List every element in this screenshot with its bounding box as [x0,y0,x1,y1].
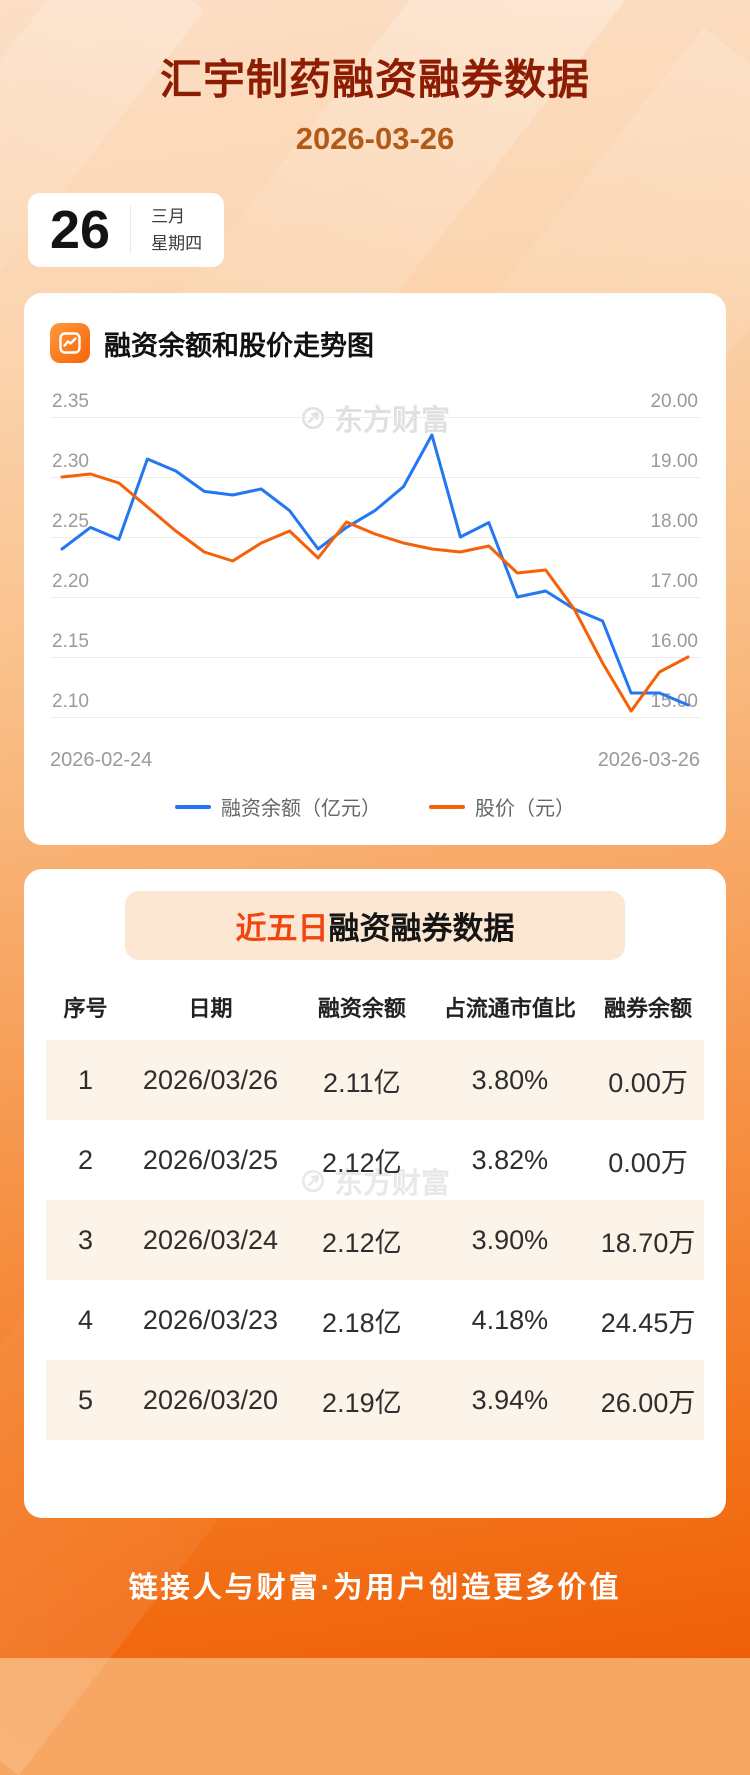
watermark-logo-icon [301,407,325,430]
table-header-row: 序号 日期 融资余额 占流通市值比 融券余额 [46,976,704,1040]
right-axis-tick-label: 19.00 [650,451,698,473]
header-date: 2026-03-26 [295,121,455,156]
chart-card: 融资余额和股价走势图 东方财富 2.35 20.00 2.30 19.00 2.25 18… [24,293,726,846]
table-cell: 2.11亿 [323,1067,401,1098]
table-title-highlight: 近五日 [235,911,329,947]
legend-label: 融资余额（亿元） [221,798,381,821]
table-cell: 2.18亿 [322,1307,402,1338]
chart-card-header: 融资余额和股价走势图 [50,323,700,364]
table-cell: 2026/03/23 [142,1304,279,1335]
right-axis-tick-label: 15.00 [650,691,698,713]
legend-swatch [175,804,211,809]
table-watermark: 东方财富 [300,1160,450,1202]
column-header: 融资余额 [317,996,406,1022]
series-line-right [60,472,690,713]
table-cell: 2026/03/25 [142,1144,279,1175]
table-cell: 4 [77,1304,93,1335]
footer-slogan: 链接人与财富·为用户创造更多价值 [128,1572,622,1605]
chart-gridline [50,657,700,659]
table-row: 4 2026/03/23 2.18亿 4.18% 24.45万 [46,1280,704,1360]
table-cell: 26.00万 [600,1387,696,1418]
left-axis-tick-label: 2.35 [52,391,89,413]
table-row: 1 2026/03/26 2.11亿 3.80% 0.00万 [46,1040,704,1121]
chart-gridline [50,417,700,419]
chart-gridline [50,597,700,599]
table-cell: 2 [77,1144,93,1175]
table-cell: 2026/03/20 [142,1384,279,1415]
x-axis-labels: 2026-02-24 2026-03-26 [50,749,700,772]
chart-lines [60,433,690,713]
left-axis-tick-label: 2.20 [52,571,89,593]
date-card-weekday: 星期四 [151,234,203,254]
page-title: 汇宇制药融资融券数据 [159,56,590,103]
x-axis-end-label: 2026-03-26 [597,749,700,772]
watermark-logo-icon [301,1169,325,1192]
table-cell: 3 [77,1224,93,1255]
legend-swatch [429,804,465,809]
table-cell: 1 [77,1064,93,1095]
margin-data-table: 序号 日期 融资余额 占流通市值比 融券余额 1 2026/03/26 2.11亿 3.80%… [46,976,704,1441]
chart-title: 融资余额和股价走势图 [104,330,374,361]
legend-label: 股价（元） [475,798,575,821]
content: 汇宇制药融资融券数据 2026-03-26 26 三月 星期四 融资余额和股价走… [24,56,726,1605]
chart-gridline [50,537,700,539]
table-title: 近五日融资融券数据 [125,891,625,961]
table-cell: 2.12亿 [322,1227,402,1258]
left-axis-tick-label: 2.25 [52,511,89,533]
table-title-rest: 融资融券数据 [328,911,515,947]
series-line-left [60,433,690,707]
table-cell: 5 [77,1384,93,1415]
table-cell: 3.94% [471,1384,549,1415]
column-header: 序号 [63,996,108,1022]
table-cell: 4.18% [471,1304,549,1335]
table-cell: 0.00万 [608,1147,688,1178]
left-axis-tick-label: 2.30 [52,451,89,473]
date-card: 26 三月 星期四 [28,193,225,268]
table-row: 3 2026/03/24 2.12亿 3.90% 18.70万 [46,1200,704,1281]
date-card-month: 三月 [151,207,186,226]
x-axis-start-label: 2026-02-24 [50,749,153,772]
column-header: 占流通市值比 [443,996,576,1022]
date-card-month-week: 三月 星期四 [151,203,202,257]
table-body: 1 2026/03/26 2.11亿 3.80% 0.00万 2 2026/03/25 2.1… [46,1040,704,1441]
table-cell: 2026/03/26 [142,1064,279,1095]
date-card-divider [130,206,132,255]
chart-watermark: 东方财富 [300,397,450,439]
table-cell: 2026/03/24 [142,1224,279,1255]
table-watermark-text: 东方财富 [333,1167,451,1200]
table-cell: 3.82% [471,1144,549,1175]
left-axis-tick-label: 2.10 [52,691,89,713]
table-cell: 3.80% [471,1064,549,1095]
line-chart-icon [50,323,90,364]
chart-watermark-text: 东方财富 [333,405,451,438]
legend-item: 股价（元） [429,792,575,821]
column-header: 日期 [188,996,233,1022]
right-axis-tick-label: 17.00 [650,571,698,593]
chart-gridline [50,717,700,719]
table-cell: 24.45万 [600,1307,696,1338]
table-row: 2 2026/03/25 2.12亿 3.82% 0.00万 [46,1120,704,1200]
legend-item: 融资余额（亿元） [175,792,381,821]
chart-gridline [50,477,700,479]
chart-plot-area: 东方财富 2.35 20.00 2.30 19.00 2.25 18.00 2.20 17.0… [50,391,700,737]
column-header: 融券余额 [604,996,693,1022]
right-axis-tick-label: 16.00 [650,631,698,653]
left-axis-tick-label: 2.15 [52,631,89,653]
table-row: 5 2026/03/20 2.19亿 3.94% 26.00万 [46,1360,704,1441]
table-cell: 0.00万 [608,1067,688,1098]
table-card: 东方财富 近五日融资融券数据 序号 日期 融资余额 占流通市值比 融券余额 1 2026/… [24,869,726,1519]
table-cell: 2.19亿 [322,1387,402,1418]
table-cell: 3.90% [471,1224,549,1255]
table-cell: 2.12亿 [322,1147,402,1178]
table-cell: 18.70万 [600,1227,696,1258]
right-axis-tick-label: 20.00 [650,391,698,413]
chart-legend: 融资余额（亿元） 股价（元） [50,792,700,821]
date-card-day: 26 [50,200,111,261]
right-axis-tick-label: 18.00 [650,511,698,533]
